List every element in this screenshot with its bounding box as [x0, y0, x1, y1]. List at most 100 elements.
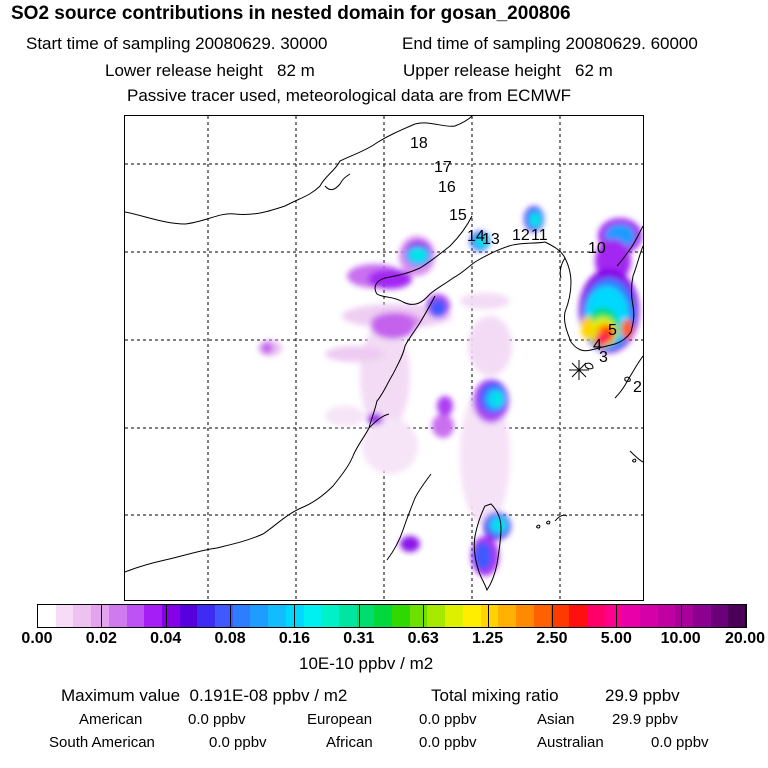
upper-release-value: 62 m — [575, 61, 613, 80]
marker-15: 15 — [449, 207, 467, 224]
colorbar-swatch — [657, 605, 676, 627]
colorbar-tick-mark — [230, 604, 232, 628]
colorbar-swatch — [161, 605, 180, 627]
marker-16: 16 — [438, 179, 456, 196]
start-time: Start time of sampling 20080629. 30000 — [26, 34, 328, 54]
colorbar-tick-mark — [358, 604, 360, 628]
colorbar-tick-mark — [616, 604, 618, 628]
colorbar-swatch — [427, 605, 446, 627]
colorbar-swatch — [179, 605, 198, 627]
marker-12: 12 — [512, 227, 530, 244]
colorbar-tick-label: 0.02 — [85, 630, 117, 647]
marker-17: 17 — [434, 159, 452, 176]
start-time-value: 20080629. 30000 — [195, 34, 328, 53]
max-value: Maximum value 0.191E-08 ppbv / m2 — [61, 686, 347, 706]
colorbar-tick-label: 5.00 — [600, 630, 632, 647]
colorbar-swatch — [338, 605, 357, 627]
colorbar-swatch — [604, 605, 623, 627]
colorbar-swatch — [569, 605, 587, 627]
colorbar-swatch — [551, 605, 570, 627]
colorbar-swatch — [215, 605, 233, 627]
marker-5: 5 — [608, 322, 617, 339]
colorbar-swatch — [445, 605, 463, 627]
total-mixing-value: 29.9 ppbv — [605, 686, 680, 705]
colorbar-tick-mark — [294, 604, 296, 628]
colorbar-tick-mark — [745, 604, 746, 628]
colorbar-swatch — [480, 605, 499, 627]
region-asian-value: 29.9 ppbv — [612, 711, 678, 728]
colorbar-tick-label: 0.00 — [21, 630, 53, 647]
region-african-value: 0.0 ppbv — [419, 734, 477, 751]
colorbar-swatch — [728, 605, 747, 627]
end-time: End time of sampling 20080629. 60000 — [402, 34, 698, 54]
upper-release-height: Upper release height 62 m — [403, 61, 613, 81]
region-south-american-value: 0.0 ppbv — [209, 734, 267, 751]
map-gridlines — [125, 116, 643, 600]
colorbar-swatch — [250, 605, 269, 627]
tracer-note: Passive tracer used, meteorological data… — [127, 86, 572, 105]
colorbar-tick-label: 0.63 — [407, 630, 439, 647]
colorbar-swatch — [515, 605, 534, 627]
colorbar-tick-mark — [101, 604, 103, 628]
colorbar-swatch — [108, 605, 127, 627]
upper-release-label: Upper release height — [403, 61, 561, 80]
lower-release-label: Lower release height — [105, 61, 263, 80]
marker-3: 3 — [599, 349, 608, 366]
region-american-name: American — [79, 711, 143, 728]
colorbar-swatch — [409, 605, 428, 627]
colorbar-tick-label: 0.16 — [278, 630, 311, 647]
region-european-value: 0.0 ppbv — [419, 711, 477, 728]
receptor-marker — [569, 360, 589, 380]
colorbar-swatch — [55, 605, 74, 627]
colorbar-tick-label: 10.00 — [660, 630, 701, 647]
colorbar-tick-mark — [165, 604, 167, 628]
map-svg: 18 17 16 15 14 13 12 11 10 5 4 3 2 — [125, 116, 643, 600]
colorbar-tick-mark — [37, 604, 38, 628]
colorbar-tick-label: 0.08 — [214, 630, 246, 647]
colorbar-tick-label: 2.50 — [536, 630, 568, 647]
lower-release-value: 82 m — [277, 61, 315, 80]
lower-release-height: Lower release height 82 m — [105, 61, 315, 81]
max-value-number: 0.191E-08 ppbv / m2 — [189, 686, 348, 705]
colorbar-tick-label: 20.00 — [724, 630, 766, 647]
colorbar-swatch — [693, 605, 711, 627]
colorbar-swatch — [586, 605, 605, 627]
colorbar-unit: 10E-10 ppbv / m2 — [299, 654, 434, 673]
colorbar-swatch — [268, 605, 286, 627]
colorbar-swatch — [710, 605, 729, 627]
colorbar — [37, 604, 747, 628]
colorbar-tick-mark — [551, 604, 553, 628]
marker-18: 18 — [410, 135, 428, 152]
colorbar-tick-mark — [423, 604, 425, 628]
end-time-label: End time of sampling — [402, 34, 561, 53]
colorbar-swatch — [462, 605, 481, 627]
colorbar-tick-label: 1.25 — [471, 630, 504, 647]
colorbar-tick-label: 0.04 — [150, 630, 182, 647]
start-time-label: Start time of sampling — [26, 34, 191, 53]
marker-13: 13 — [482, 231, 500, 248]
colorbar-swatch — [533, 605, 552, 627]
region-australian-value: 0.0 ppbv — [651, 734, 709, 751]
colorbar-tick-mark — [487, 604, 489, 628]
colorbar-swatch — [144, 605, 162, 627]
total-mixing-ratio: Total mixing ratio — [431, 686, 559, 706]
colorbar-swatch — [392, 605, 410, 627]
colorbar-swatch — [356, 605, 375, 627]
region-african-name: African — [326, 734, 373, 751]
colorbar-swatch — [38, 605, 56, 627]
region-australian-name: Australian — [537, 734, 604, 751]
colorbar-tick-mark — [680, 604, 682, 628]
map-panel: 18 17 16 15 14 13 12 11 10 5 4 3 2 — [124, 115, 644, 601]
marker-10: 10 — [588, 240, 606, 257]
colorbar-swatch — [639, 605, 658, 627]
region-european-name: European — [307, 711, 373, 728]
region-american-value: 0.0 ppbv — [188, 711, 246, 728]
concentration-field — [258, 206, 642, 576]
marker-14: 14 — [467, 228, 485, 245]
colorbar-swatch — [73, 605, 92, 627]
marker-2: 2 — [633, 379, 642, 396]
colorbar-swatch — [675, 605, 694, 627]
coastlines — [125, 116, 643, 592]
max-value-label: Maximum value — [61, 686, 181, 705]
colorbar-tick-label: 0.31 — [343, 630, 375, 647]
